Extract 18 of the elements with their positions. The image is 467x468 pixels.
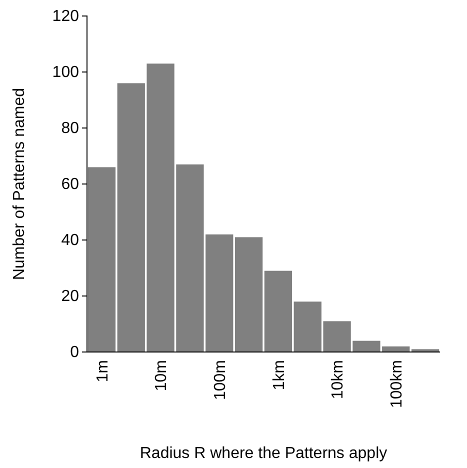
x-tick-label: 1m [94, 360, 112, 382]
y-axis-title: Number of Patterns named [11, 88, 28, 280]
x-tick-label: 100m [212, 360, 229, 400]
y-tick-label: 80 [61, 120, 80, 138]
y-tick-label: 20 [61, 288, 80, 306]
bar [264, 270, 292, 352]
bar [234, 237, 263, 352]
x-axis-title: Radius R where the Patterns apply [140, 445, 388, 462]
y-tick-label: 0 [70, 344, 80, 362]
x-tick-label: 10m [153, 360, 170, 392]
y-tick-label: 40 [61, 232, 80, 250]
x-tick-label: 1km [270, 360, 288, 390]
y-tick-label: 120 [52, 8, 80, 26]
y-tick-label: 100 [52, 64, 80, 82]
bar [88, 167, 116, 352]
x-tick-label: 100km [388, 360, 406, 408]
y-tick-label: 60 [61, 176, 80, 194]
x-tick-label: 10km [330, 360, 347, 400]
